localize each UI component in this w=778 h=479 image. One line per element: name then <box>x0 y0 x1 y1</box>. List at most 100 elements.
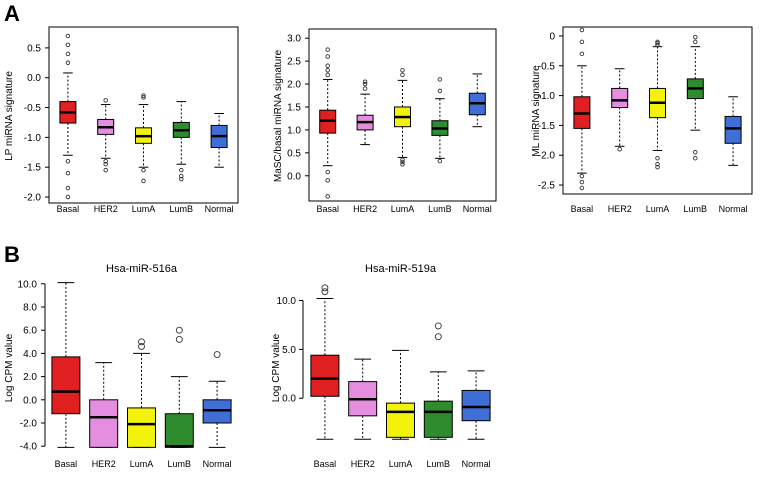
box-lumb <box>431 77 449 164</box>
outlier-point <box>141 93 146 98</box>
y-tick-label: 2.5 <box>287 57 301 68</box>
outlier-point <box>213 351 221 359</box>
y-tick-label: -2.0 <box>20 419 38 430</box>
outlier-point <box>693 155 698 161</box>
box-her2 <box>356 79 374 146</box>
iqr-box <box>164 413 194 448</box>
outlier-point <box>434 333 442 341</box>
chart-title: Hsa-miR-516a <box>106 263 178 275</box>
outlier-point <box>579 51 585 57</box>
outlier-point <box>325 68 330 73</box>
iqr-box <box>89 399 119 448</box>
outlier-point <box>579 179 585 185</box>
box-luma <box>127 338 156 448</box>
y-tick-label: -1.5 <box>24 163 42 174</box>
outlier-point <box>141 178 146 184</box>
outlier-point <box>321 284 329 292</box>
box-her2 <box>611 68 629 152</box>
category-label: Basal <box>316 204 339 214</box>
box-lumb <box>686 34 704 161</box>
box-lumb <box>172 101 190 182</box>
category-label: LumB <box>170 204 194 214</box>
outlier-point <box>175 336 183 343</box>
box-basal <box>51 282 81 448</box>
y-tick-label: 1.0 <box>287 125 301 136</box>
category-label: HER2 <box>353 204 377 214</box>
panel-a-label: A <box>4 1 20 26</box>
outlier-point <box>400 72 405 78</box>
category-label: LumB <box>428 204 452 214</box>
y-tick-label: 0.0 <box>23 395 37 406</box>
outlier-point <box>103 167 108 173</box>
category-label: LumA <box>646 204 670 214</box>
outlier-point <box>655 40 660 46</box>
outlier-point <box>65 170 71 176</box>
outlier-point <box>325 194 330 199</box>
outlier-point <box>325 178 330 183</box>
outlier-point <box>65 185 71 191</box>
outlier-point <box>179 176 184 182</box>
y-tick-label: 2.0 <box>23 372 37 383</box>
y-tick-label: 10.0 <box>277 296 297 307</box>
y-tick-label: 10.0 <box>18 279 38 290</box>
category-label: LumB <box>427 459 451 469</box>
y-tick-label: 2.0 <box>287 80 301 91</box>
box-normal <box>202 351 232 448</box>
y-tick-label: -2.0 <box>538 151 556 162</box>
outlier-point <box>325 54 330 59</box>
box-normal <box>468 73 486 128</box>
y-axis-title: Log CPM value <box>271 333 282 402</box>
outlier-point <box>434 322 442 330</box>
outlier-point <box>579 185 585 191</box>
outlier-point <box>655 155 660 161</box>
box-her2 <box>348 358 378 440</box>
box-normal <box>210 113 228 168</box>
outlier-point <box>103 158 108 164</box>
y-tick-label: 0.0 <box>27 73 41 84</box>
box-her2 <box>97 98 115 173</box>
plot-frame <box>308 28 497 202</box>
category-label: Basal <box>571 204 594 214</box>
y-tick-label: -1.5 <box>538 121 556 132</box>
outlier-point <box>362 86 368 91</box>
outlier-point <box>325 47 330 52</box>
y-tick-label: 0.0 <box>282 394 296 405</box>
y-tick-label: 0.0 <box>287 171 301 182</box>
category-label: Normal <box>203 459 232 469</box>
outlier-point <box>579 27 585 33</box>
category-label: LumA <box>130 459 154 469</box>
y-axis-title: LP miRNA signature <box>4 71 15 161</box>
iqr-box <box>127 407 156 448</box>
outlier-point <box>400 68 405 73</box>
box-normal <box>724 96 742 166</box>
box-luma <box>386 349 415 440</box>
category-label: HER2 <box>94 204 118 214</box>
iqr-box <box>51 356 81 415</box>
category-label: Basal <box>314 459 337 469</box>
outlier-point <box>617 147 622 152</box>
outlier-point <box>655 164 660 170</box>
outlier-point <box>655 42 660 48</box>
category-label: Basal <box>57 204 80 214</box>
outlier-point <box>400 157 405 162</box>
outlier-point <box>321 288 329 296</box>
y-tick-label: -1.0 <box>24 133 42 144</box>
y-tick-label: 5.0 <box>282 345 296 356</box>
outlier-point <box>65 194 71 200</box>
outlier-point <box>579 39 585 45</box>
y-tick-label: -2.5 <box>538 181 556 192</box>
y-tick-label: 0.5 <box>27 43 41 54</box>
outlier-point <box>179 167 184 173</box>
outlier-point <box>65 33 71 39</box>
box-luma <box>394 68 411 167</box>
outlier-point <box>138 342 145 350</box>
outlier-point <box>141 95 146 100</box>
category-label: LumA <box>391 204 415 214</box>
box-her2 <box>89 362 119 448</box>
outlier-point <box>400 162 405 167</box>
box-normal <box>461 370 491 440</box>
category-label: LumA <box>132 204 156 214</box>
outlier-point <box>325 169 330 175</box>
